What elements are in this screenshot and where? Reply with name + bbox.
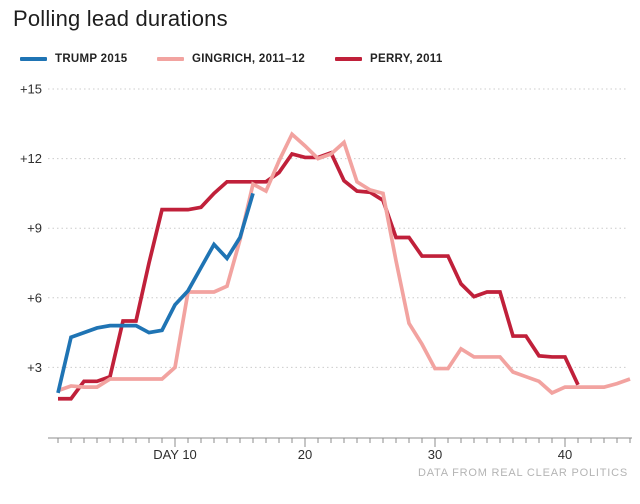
legend-label-trump: TRUMP 2015 [55, 53, 128, 65]
y-tick-label: +9 [27, 221, 42, 236]
y-tick-label: +3 [27, 360, 42, 375]
gingrich-line [57, 131, 631, 396]
x-tick-label: 20 [298, 447, 312, 462]
legend-item-perry: PERRY, 2011 [335, 53, 443, 65]
source-credit: DATA FROM REAL CLEAR POLITICS [417, 467, 628, 479]
y-tick-label: +6 [27, 290, 42, 305]
x-tick-label: 40 [558, 447, 572, 462]
page-title: Polling lead durations [13, 6, 228, 31]
legend-item-gingrich: GINGRICH, 2011–12 [157, 53, 305, 65]
y-tick-label: +15 [20, 82, 42, 97]
perry-swatch [335, 57, 362, 61]
x-tick-label: 30 [428, 447, 442, 462]
trump-line [56, 192, 255, 394]
legend-label-perry: PERRY, 2011 [370, 53, 443, 65]
trump-swatch [20, 57, 47, 61]
legend: TRUMP 2015 GINGRICH, 2011–12 PERRY, 2011 [0, 53, 640, 71]
legend-label-gingrich: GINGRICH, 2011–12 [192, 53, 306, 65]
x-tick-label: DAY 10 [153, 447, 197, 462]
legend-item-trump: TRUMP 2015 [20, 53, 127, 65]
y-tick-label: +12 [20, 151, 42, 166]
gingrich-swatch [157, 57, 184, 61]
perry-line [58, 150, 580, 401]
